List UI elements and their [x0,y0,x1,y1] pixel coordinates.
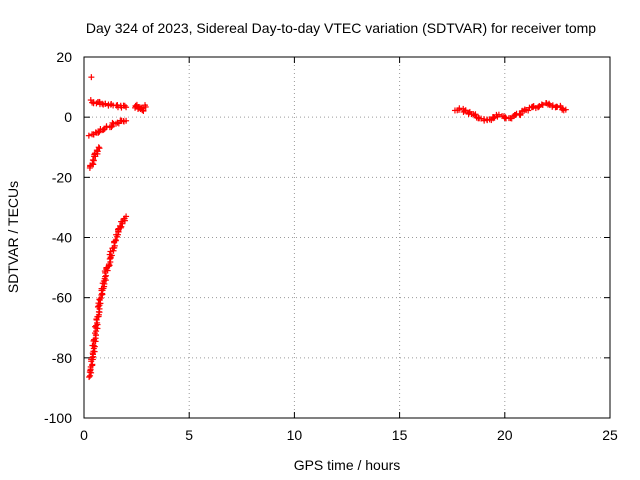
data-point [475,114,482,121]
data-point [102,100,109,107]
data-point [108,124,115,131]
data-point [88,74,95,81]
data-point [140,105,147,112]
data-point [539,102,546,109]
y-tick-label: 20 [56,49,72,65]
data-point [107,248,114,255]
data-point [93,100,100,107]
y-tick-label: -80 [52,350,72,366]
y-axis-label: SDTVAR / TECUs [5,181,21,293]
chart-title: Day 324 of 2023, Sidereal Day-to-day VTE… [86,20,596,36]
y-tick-label: -40 [52,230,72,246]
y-tick-label: -100 [44,410,72,426]
x-tick-label: 15 [392,427,408,443]
data-points [85,74,569,381]
data-point [142,102,149,109]
data-point [103,123,110,130]
data-point [96,145,103,152]
data-point [106,251,113,258]
x-tick-label: 10 [287,427,303,443]
y-tick-label: 0 [64,109,72,125]
x-tick-label: 5 [185,427,193,443]
data-point [111,242,118,249]
data-point [95,144,102,151]
data-point [85,132,92,139]
axis-ticks [83,56,611,419]
y-tick-label: -20 [52,169,72,185]
data-point [123,213,130,220]
data-point [456,105,463,112]
data-point [96,128,103,135]
data-point [461,107,468,114]
data-point [472,111,479,118]
data-point [89,157,96,164]
grid [84,57,610,418]
data-point [495,111,502,118]
data-point [546,100,553,107]
plot-frame [83,56,611,419]
data-point [525,107,532,114]
data-point [94,148,101,155]
x-tick-label: 25 [602,427,618,443]
data-point [93,316,100,323]
data-point [103,272,110,279]
data-point [109,119,116,126]
data-point [112,237,119,244]
data-point [562,106,569,113]
x-tick-label: 20 [497,427,513,443]
data-point [462,107,469,114]
x-tick-labels: 0 5 10 15 20 25 [80,427,618,443]
x-tick-label: 0 [80,427,88,443]
data-point [123,104,130,111]
x-axis-label: GPS time / hours [294,457,401,473]
data-point [86,374,93,381]
y-tick-label: -60 [52,290,72,306]
y-tick-labels: -100 -80 -60 -40 -20 0 20 [44,49,72,426]
data-point [123,117,130,124]
data-point [95,129,102,136]
